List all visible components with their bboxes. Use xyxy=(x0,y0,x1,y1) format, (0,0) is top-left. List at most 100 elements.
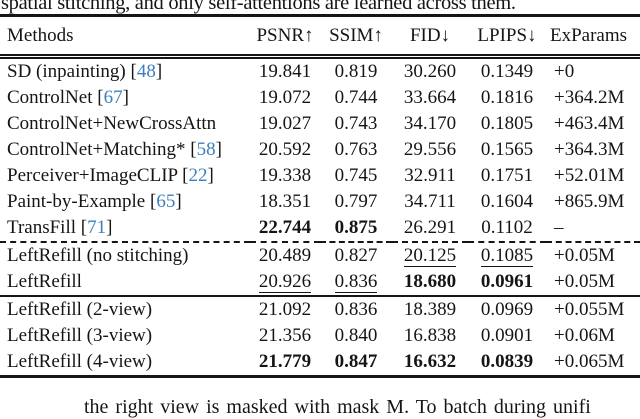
psnr-value: 22.744 xyxy=(258,217,312,238)
ssim-value-cell: 0.797 xyxy=(320,189,392,215)
exparams-value: +0.065M xyxy=(554,351,625,372)
ssim-value: 0.827 xyxy=(334,245,378,266)
method-label: Perceiver+ImageCLIP xyxy=(7,165,178,186)
fid-value: 34.711 xyxy=(404,191,456,212)
method-cell: ControlNet+Matching* [58] xyxy=(7,139,222,160)
fid-value-cell: 18.389 xyxy=(392,296,468,323)
fid-value: 34.170 xyxy=(403,113,457,134)
table-body: SD (inpainting) [48] 19.841 0.819 30.260 0.1… xyxy=(0,57,640,377)
psnr-value-cell: 20.926 xyxy=(250,269,320,296)
method-label: ControlNet xyxy=(7,87,93,108)
method-cell: TransFill [71] xyxy=(7,217,113,238)
method-cell: LeftRefill (3-view) xyxy=(0,323,250,349)
exparams-value-cell: +0.065M xyxy=(546,349,640,377)
citation-link[interactable]: 71 xyxy=(87,217,107,238)
lpips-value: 0.0901 xyxy=(480,325,534,346)
method-label: LeftRefill (no stitching) xyxy=(7,245,189,266)
method-cell: ControlNet+NewCrossAttn xyxy=(0,111,250,137)
lpips-value: 0.1349 xyxy=(480,61,534,82)
ssim-value: 0.745 xyxy=(334,165,378,186)
method-cell: LeftRefill (4-view) xyxy=(0,349,250,377)
exparams-value-cell: +364.2M xyxy=(546,85,640,111)
table-row: TransFill [71] 22.744 0.875 26.291 0.1102– xyxy=(0,215,640,242)
method-label: SD (inpainting) xyxy=(7,61,126,82)
column-header-exparams: ExParams xyxy=(546,15,640,59)
psnr-value-cell: 21.779 xyxy=(250,349,320,377)
header-row: Methods PSNR↑ SSIM↑ FID↓ LPIPS↓ ExParams xyxy=(0,15,640,59)
psnr-value-cell: 21.092 xyxy=(250,296,320,323)
fid-value: 29.556 xyxy=(403,139,457,160)
table-header: Methods PSNR↑ SSIM↑ FID↓ LPIPS↓ ExParams xyxy=(0,15,640,59)
ssim-value: 0.797 xyxy=(334,191,378,212)
exparams-value: +0.06M xyxy=(554,325,615,346)
ssim-value: 0.840 xyxy=(334,325,378,346)
exparams-value-cell: +865.9M xyxy=(546,189,640,215)
lpips-value: 0.0969 xyxy=(480,299,534,320)
citation-link[interactable]: 58 xyxy=(196,139,216,160)
table-row: ControlNet+Matching* [58] 20.592 0.763 29.5… xyxy=(0,137,640,163)
citation-link[interactable]: 65 xyxy=(156,191,176,212)
citation-link[interactable]: 48 xyxy=(136,61,156,82)
ssim-value-cell: 0.745 xyxy=(320,163,392,189)
exparams-value: +0.05M xyxy=(554,271,615,292)
exparams-value: – xyxy=(554,217,564,238)
fid-value-cell: 26.291 xyxy=(392,215,468,242)
lpips-value: 0.1604 xyxy=(480,191,534,212)
method-label: Paint-by-Example xyxy=(7,191,146,212)
fid-value: 20.125 xyxy=(403,245,457,267)
lpips-value: 0.1751 xyxy=(480,165,534,186)
psnr-value: 20.592 xyxy=(258,139,312,160)
table-row: LeftRefill (4-view) 21.779 0.847 16.632 0.08… xyxy=(0,349,640,377)
exparams-value: +865.9M xyxy=(554,191,625,212)
ssim-value-cell: 0.763 xyxy=(320,137,392,163)
lpips-value: 0.0839 xyxy=(480,351,534,372)
column-header-ssim: SSIM↑ xyxy=(320,15,392,59)
table-row: LeftRefill (2-view) 21.092 0.836 18.389 0.09… xyxy=(0,296,640,323)
exparams-value-cell: +0.05M xyxy=(546,269,640,296)
ssim-value-cell: 0.819 xyxy=(320,57,392,86)
lpips-value-cell: 0.1102 xyxy=(468,215,546,242)
lpips-value-cell: 0.0839 xyxy=(468,349,546,377)
exparams-value-cell: +0.05M xyxy=(546,242,640,269)
fid-value-cell: 34.711 xyxy=(392,189,468,215)
column-header-lpips: LPIPS↓ xyxy=(468,15,546,59)
fid-value-cell: 16.632 xyxy=(392,349,468,377)
method-label: ControlNet+NewCrossAttn xyxy=(7,113,217,134)
fid-value: 33.664 xyxy=(403,87,457,108)
fid-value: 26.291 xyxy=(403,217,457,238)
lpips-value: 0.1565 xyxy=(480,139,534,160)
ssim-value: 0.875 xyxy=(334,217,378,238)
exparams-value: +0 xyxy=(554,61,575,82)
fid-value-cell: 20.125 xyxy=(392,242,468,269)
ssim-value-cell: 0.875 xyxy=(320,215,392,242)
psnr-value-cell: 19.027 xyxy=(250,111,320,137)
ssim-value-cell: 0.744 xyxy=(320,85,392,111)
psnr-value-cell: 19.072 xyxy=(250,85,320,111)
table-row: Paint-by-Example [65] 18.351 0.797 34.711 0.… xyxy=(0,189,640,215)
citation-link[interactable]: 67 xyxy=(103,87,123,108)
psnr-value: 21.356 xyxy=(258,325,312,346)
fid-value: 30.260 xyxy=(403,61,457,82)
lpips-value-cell: 0.1349 xyxy=(468,57,546,86)
fid-value: 32.911 xyxy=(404,165,456,186)
lpips-value-cell: 0.1085 xyxy=(468,242,546,269)
fid-value-cell: 18.680 xyxy=(392,269,468,296)
ssim-value: 0.743 xyxy=(334,113,378,134)
exparams-value: +0.05M xyxy=(554,245,615,266)
fid-value: 18.389 xyxy=(403,299,457,320)
exparams-value-cell: +52.01M xyxy=(546,163,640,189)
body-text-line-clipped-top: spatial stitching, and only self-attenti… xyxy=(1,0,516,14)
psnr-value: 19.841 xyxy=(258,61,312,82)
body-text-line-clipped-bottom: the right view is masked with mask M. To… xyxy=(84,396,591,418)
lpips-value-cell: 0.1751 xyxy=(468,163,546,189)
exparams-value-cell: +0 xyxy=(546,57,640,86)
fid-value-cell: 33.664 xyxy=(392,85,468,111)
citation-link[interactable]: 22 xyxy=(188,165,208,186)
ssim-value-cell: 0.827 xyxy=(320,242,392,269)
method-label: LeftRefill (2-view) xyxy=(7,299,153,320)
method-label: ControlNet+Matching* xyxy=(7,139,186,160)
method-label: LeftRefill xyxy=(7,271,82,292)
exparams-value-cell: +364.3M xyxy=(546,137,640,163)
lpips-value: 0.0961 xyxy=(480,271,534,292)
fid-value-cell: 16.838 xyxy=(392,323,468,349)
